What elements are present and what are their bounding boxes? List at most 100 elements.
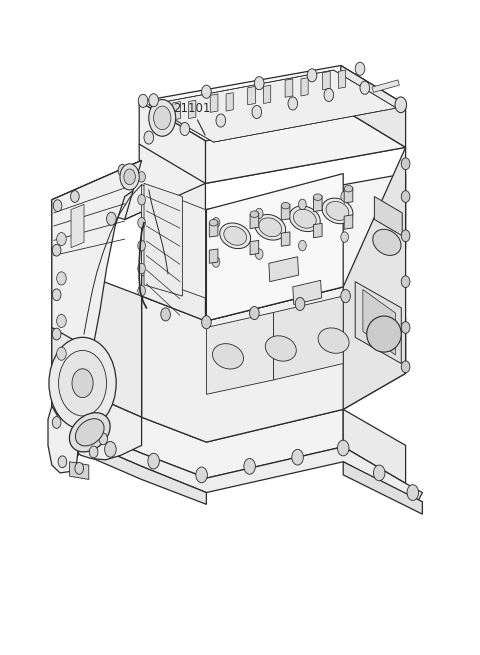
Circle shape [138,240,145,251]
Polygon shape [206,312,274,394]
Circle shape [401,230,410,242]
Circle shape [138,94,148,107]
Polygon shape [71,204,84,248]
Ellipse shape [367,316,401,352]
Polygon shape [210,94,218,113]
Circle shape [212,257,220,267]
Circle shape [52,244,61,256]
Circle shape [107,212,116,225]
Polygon shape [65,393,142,460]
Circle shape [255,208,263,219]
Circle shape [244,458,255,474]
Circle shape [154,106,171,130]
Circle shape [52,417,61,428]
Ellipse shape [70,413,110,452]
Ellipse shape [344,185,353,192]
Ellipse shape [209,219,218,226]
Circle shape [75,462,84,474]
Circle shape [124,169,135,185]
Circle shape [138,263,145,274]
Circle shape [161,308,170,321]
Ellipse shape [259,218,282,236]
Ellipse shape [313,194,322,200]
Polygon shape [281,232,290,246]
Ellipse shape [220,223,251,249]
Circle shape [401,361,410,373]
Polygon shape [52,160,205,219]
Circle shape [401,158,410,170]
Polygon shape [285,79,293,97]
Circle shape [212,217,220,228]
Ellipse shape [373,229,401,255]
Ellipse shape [255,214,286,240]
Circle shape [59,350,107,416]
Polygon shape [142,160,205,321]
Polygon shape [139,102,205,183]
Circle shape [138,195,145,205]
Polygon shape [144,183,182,296]
Polygon shape [343,409,406,483]
Polygon shape [269,257,299,282]
Polygon shape [209,249,218,263]
Circle shape [71,191,79,202]
Circle shape [58,456,67,468]
Circle shape [202,85,211,98]
Polygon shape [293,280,322,305]
Polygon shape [189,100,196,119]
Ellipse shape [265,336,296,361]
Circle shape [360,81,370,94]
Circle shape [105,441,116,457]
Circle shape [216,114,226,127]
Circle shape [254,77,264,90]
Circle shape [307,69,317,82]
Circle shape [144,131,154,144]
Circle shape [299,199,306,210]
Circle shape [53,200,62,212]
Polygon shape [250,213,259,229]
Polygon shape [173,102,180,120]
Circle shape [89,446,98,458]
Polygon shape [344,215,353,229]
Circle shape [292,449,303,465]
Polygon shape [301,77,308,96]
Ellipse shape [326,202,349,220]
Polygon shape [323,71,330,90]
Circle shape [401,276,410,288]
Circle shape [180,122,190,136]
Circle shape [341,191,348,202]
Ellipse shape [293,210,316,228]
Polygon shape [313,196,322,212]
Polygon shape [343,147,406,409]
Circle shape [57,314,66,328]
Ellipse shape [213,344,243,369]
Polygon shape [85,394,343,478]
Polygon shape [281,204,290,220]
Polygon shape [372,80,399,92]
Polygon shape [142,108,406,183]
Ellipse shape [318,328,349,353]
Polygon shape [142,185,205,298]
Circle shape [52,289,61,301]
Circle shape [52,328,61,340]
Circle shape [118,164,127,176]
Polygon shape [52,160,142,462]
Ellipse shape [224,227,247,245]
Text: 21101: 21101 [173,102,210,135]
Circle shape [250,307,259,320]
Polygon shape [206,174,343,321]
Polygon shape [71,439,206,504]
Circle shape [202,316,211,329]
Ellipse shape [289,206,320,232]
Polygon shape [142,287,406,442]
Ellipse shape [281,202,290,209]
Polygon shape [274,296,343,380]
Circle shape [57,272,66,285]
Polygon shape [374,196,402,236]
Circle shape [401,322,410,333]
Polygon shape [355,282,401,364]
Circle shape [149,100,176,136]
Circle shape [295,297,305,310]
Circle shape [373,465,385,481]
Polygon shape [52,328,86,416]
Circle shape [196,467,207,483]
